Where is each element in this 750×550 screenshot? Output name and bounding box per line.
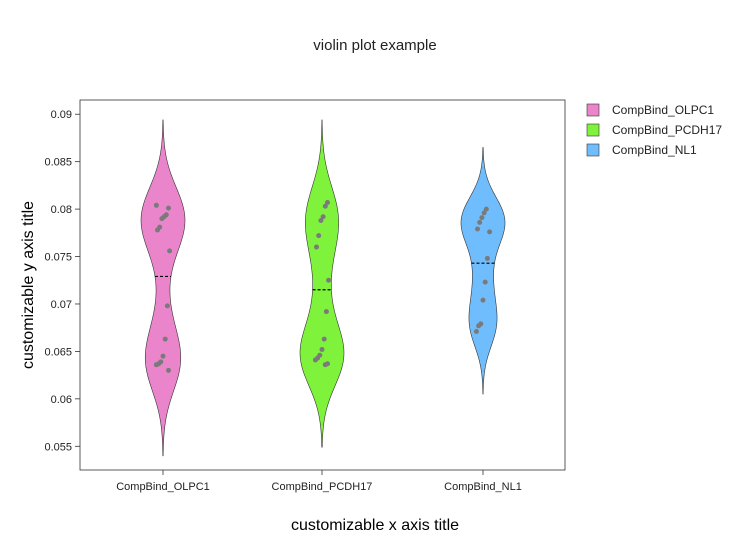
data-point — [326, 277, 332, 283]
data-point — [167, 248, 173, 254]
plot-area-border — [79, 99, 566, 471]
x-axis-title: customizable x axis title — [291, 517, 459, 534]
data-point — [475, 226, 480, 232]
legend-label: CompBind_NL1 — [612, 143, 697, 157]
y-tick-label: 0.06 — [51, 394, 72, 406]
y-tick-label: 0.055 — [44, 441, 72, 453]
x-tick-label: CompBind_OLPC1 — [116, 481, 210, 493]
data-point — [153, 362, 159, 368]
violin-body — [299, 119, 345, 448]
data-point — [321, 336, 327, 342]
y-axis-title: customizable y axis title — [20, 201, 37, 369]
data-point — [166, 367, 171, 373]
data-point — [487, 229, 493, 235]
data-point — [322, 362, 328, 368]
data-point — [319, 347, 325, 353]
data-point — [482, 279, 488, 285]
y-tick-label: 0.09 — [51, 109, 72, 121]
data-point — [166, 205, 171, 211]
data-point — [479, 215, 485, 221]
data-point — [480, 297, 486, 303]
data-point — [159, 216, 165, 222]
data-point — [164, 303, 170, 309]
x-tick-label: CompBind_NL1 — [444, 481, 522, 493]
data-point — [483, 206, 489, 212]
y-tick-label: 0.07 — [51, 299, 72, 311]
data-point — [155, 227, 160, 233]
x-axis: CompBind_OLPC1 CompBind_PCDH17 CompBind_NL… — [116, 470, 522, 493]
data-point — [316, 233, 322, 239]
legend-swatch — [586, 143, 600, 157]
legend: CompBind_OLPC1 CompBind_PCDH17 CompBind_NL… — [586, 103, 722, 157]
data-point — [162, 336, 168, 342]
y-axis: 0.055 0.06 0.065 0.07 0.075 0.08 0.085 0.09 — [44, 109, 80, 453]
y-tick-label: 0.085 — [44, 157, 72, 169]
data-point — [481, 210, 487, 216]
legend-label: CompBind_OLPC1 — [612, 103, 714, 117]
data-point — [153, 202, 159, 208]
violin-body — [460, 147, 506, 395]
violins — [140, 119, 506, 457]
violin-body — [140, 119, 186, 457]
legend-swatch — [586, 103, 600, 117]
data-point — [484, 255, 490, 261]
legend-label: CompBind_PCDH17 — [612, 123, 722, 137]
data-point — [323, 309, 329, 315]
data-point — [473, 328, 479, 334]
y-tick-label: 0.075 — [44, 252, 72, 264]
data-point — [160, 353, 166, 359]
data-point — [320, 214, 326, 220]
y-tick-label: 0.065 — [44, 346, 72, 358]
data-point — [476, 323, 482, 329]
data-point — [314, 244, 319, 250]
data-point — [477, 219, 483, 225]
x-tick-label: CompBind_PCDH17 — [272, 481, 373, 493]
legend-swatch — [586, 123, 600, 137]
chart-title: violin plot example — [313, 37, 436, 54]
y-tick-label: 0.08 — [51, 204, 72, 216]
data-point — [312, 357, 318, 363]
data-point — [318, 217, 324, 223]
data-point — [325, 199, 330, 205]
data-point — [322, 203, 328, 209]
